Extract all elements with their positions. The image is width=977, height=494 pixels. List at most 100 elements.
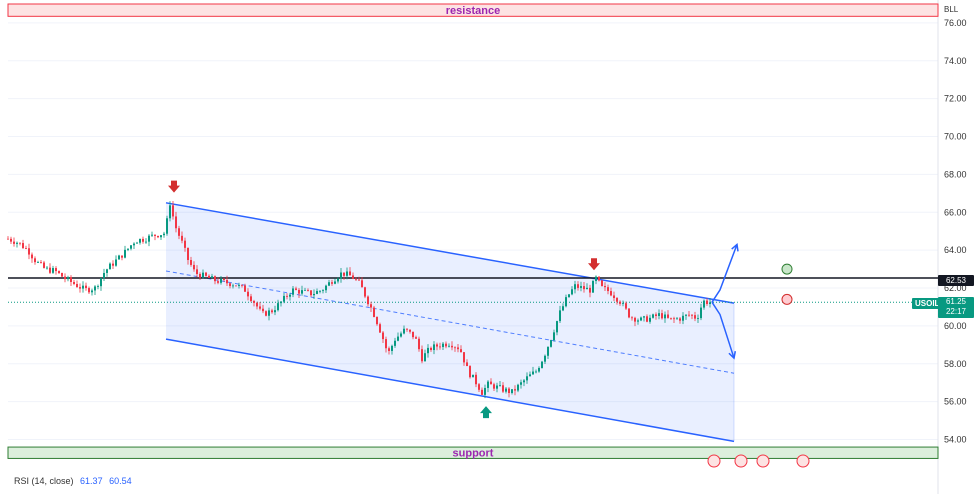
candle-body xyxy=(436,344,438,347)
candle-body xyxy=(637,320,639,322)
candle-body xyxy=(604,286,606,288)
candle-body xyxy=(196,269,198,274)
candle-body xyxy=(562,306,564,311)
candle-body xyxy=(607,287,609,292)
candle-body xyxy=(709,302,711,304)
candle-body xyxy=(589,287,591,293)
candle-body xyxy=(691,314,693,316)
candle-body xyxy=(646,316,648,322)
candle-body xyxy=(115,259,117,266)
candle-body xyxy=(220,278,222,283)
candle-body xyxy=(82,285,84,289)
candle-body xyxy=(391,345,393,351)
candle-body xyxy=(229,283,231,287)
candle-body xyxy=(376,316,378,325)
resistance-zone xyxy=(7,3,939,17)
y-tick-label: 54.00 xyxy=(944,434,967,444)
candle-body xyxy=(466,362,468,367)
y-tick-label: 72.00 xyxy=(944,94,967,104)
candle-body xyxy=(142,238,144,242)
candle-body xyxy=(337,278,339,282)
candle-body xyxy=(340,272,342,279)
candle-body xyxy=(52,268,54,273)
candle-body xyxy=(250,296,252,301)
candle-body xyxy=(394,340,396,346)
candle-body xyxy=(517,384,519,391)
candle-body xyxy=(136,242,138,244)
candle-body xyxy=(334,281,336,284)
candle-body xyxy=(214,276,216,282)
candle-body xyxy=(700,307,702,319)
candle-body xyxy=(283,295,285,302)
candle-body xyxy=(685,314,687,316)
candle-body xyxy=(559,310,561,322)
candle-body xyxy=(76,283,78,288)
candle-body xyxy=(583,286,585,290)
y-tick-label: 64.00 xyxy=(944,245,967,255)
candle-body xyxy=(10,238,12,242)
candle-body xyxy=(217,281,219,283)
candle-body xyxy=(22,243,24,249)
candle-body xyxy=(541,361,543,368)
candle-body xyxy=(427,347,429,354)
candle-body xyxy=(616,298,618,302)
y-tick-label: 68.00 xyxy=(944,169,967,179)
candle-body xyxy=(109,263,111,270)
candle-body xyxy=(28,248,30,255)
candle-body xyxy=(580,286,582,288)
candle-body xyxy=(157,235,159,238)
candle-body xyxy=(46,267,48,269)
candle-body xyxy=(418,338,420,350)
candle-body xyxy=(322,290,324,292)
rsi-indicator-legend[interactable]: RSI (14, close) 61.37 60.54 xyxy=(14,476,132,486)
candle-body xyxy=(664,314,666,319)
support-label: support xyxy=(453,448,494,460)
symbol-tag: USOIL xyxy=(912,298,943,309)
candle-body xyxy=(523,380,525,383)
candle-body xyxy=(694,315,696,319)
candle-body xyxy=(277,303,279,311)
candle-body xyxy=(166,218,168,234)
down-arrow-icon xyxy=(588,258,600,271)
projection-down-arrow xyxy=(711,301,735,359)
candle-body xyxy=(94,286,96,291)
candle-body xyxy=(502,385,504,392)
candle-body xyxy=(208,275,210,278)
candle-body xyxy=(634,317,636,322)
candle-body xyxy=(271,310,273,313)
candle-body xyxy=(355,278,357,280)
candle-body xyxy=(241,284,243,286)
candle-body xyxy=(640,317,642,321)
candle-body xyxy=(295,288,297,290)
candle-body xyxy=(610,291,612,296)
y-tick-label: 60.00 xyxy=(944,321,967,331)
candle-body xyxy=(25,248,27,249)
candle-body xyxy=(628,308,630,318)
candle-body xyxy=(184,240,186,248)
candle-body xyxy=(85,285,87,289)
candle-body xyxy=(91,290,93,293)
candle-body xyxy=(40,262,42,263)
candle-body xyxy=(175,216,177,229)
candle-body xyxy=(232,285,234,287)
candle-body xyxy=(235,285,237,287)
candle-body xyxy=(97,286,99,287)
candle-body xyxy=(130,245,132,249)
candle-body xyxy=(379,324,381,333)
candle-body xyxy=(676,318,678,320)
last-price-value: 61.25 xyxy=(945,297,967,306)
candle-body xyxy=(412,331,414,338)
candle-body xyxy=(544,355,546,362)
candle-body xyxy=(655,314,657,316)
candle-body xyxy=(346,271,348,276)
support-zone xyxy=(7,446,939,459)
candle-body xyxy=(124,249,126,258)
candle-body xyxy=(358,279,360,281)
y-tick-label: 56.00 xyxy=(944,397,967,407)
candle-body xyxy=(7,238,9,240)
candle-body xyxy=(289,294,291,297)
candle-body xyxy=(445,343,447,347)
level-price-tag: 62.53 xyxy=(938,275,974,286)
